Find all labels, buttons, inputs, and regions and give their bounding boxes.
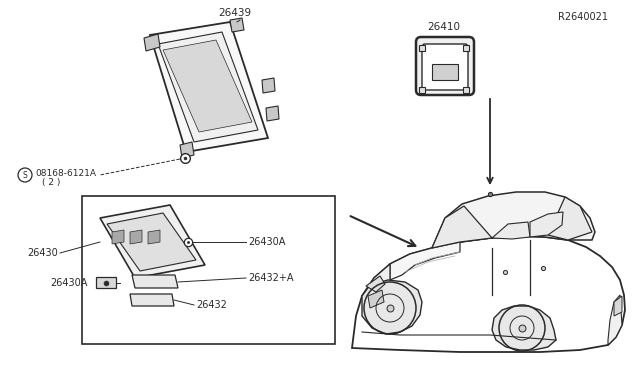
Polygon shape	[492, 306, 556, 350]
Polygon shape	[366, 276, 385, 292]
Text: 26430A: 26430A	[51, 278, 88, 288]
Polygon shape	[352, 236, 625, 352]
Polygon shape	[362, 264, 390, 312]
Polygon shape	[96, 277, 116, 288]
Polygon shape	[180, 142, 194, 158]
Polygon shape	[130, 230, 142, 244]
Text: 08168-6121A: 08168-6121A	[35, 169, 96, 177]
Polygon shape	[608, 295, 622, 345]
Text: 26439: 26439	[218, 8, 251, 18]
Polygon shape	[548, 197, 592, 240]
Bar	[432, 64, 458, 80]
Polygon shape	[362, 280, 422, 334]
Text: S: S	[22, 170, 28, 180]
Polygon shape	[368, 290, 384, 308]
Text: 26430: 26430	[28, 248, 58, 258]
FancyBboxPatch shape	[416, 37, 474, 95]
Polygon shape	[130, 294, 174, 306]
Text: 26410: 26410	[428, 22, 461, 32]
Text: R2640021: R2640021	[558, 12, 608, 22]
Polygon shape	[530, 212, 563, 237]
Polygon shape	[432, 206, 492, 248]
Polygon shape	[230, 18, 244, 32]
Text: 26430A: 26430A	[248, 237, 285, 247]
Polygon shape	[107, 213, 196, 271]
Polygon shape	[150, 22, 268, 152]
Polygon shape	[432, 192, 595, 248]
Polygon shape	[148, 230, 160, 244]
Polygon shape	[262, 78, 275, 93]
Polygon shape	[158, 32, 258, 142]
Bar	[82, 196, 335, 344]
Polygon shape	[144, 34, 160, 51]
Polygon shape	[163, 40, 252, 132]
Polygon shape	[614, 296, 622, 316]
Text: 26432+A: 26432+A	[248, 273, 294, 283]
FancyBboxPatch shape	[422, 44, 468, 90]
Polygon shape	[132, 275, 178, 288]
Text: ( 2 ): ( 2 )	[42, 179, 60, 187]
Polygon shape	[112, 230, 124, 244]
Text: 26432: 26432	[196, 300, 227, 310]
Polygon shape	[492, 222, 530, 239]
Polygon shape	[100, 205, 205, 278]
Polygon shape	[390, 242, 460, 280]
Polygon shape	[266, 106, 279, 121]
